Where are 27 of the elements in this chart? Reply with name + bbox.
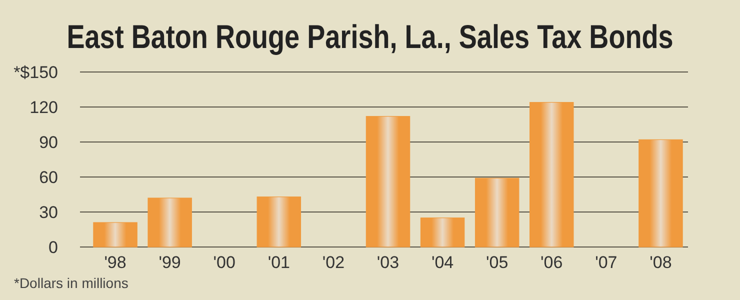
y-tick-label: 0 [48,238,58,257]
x-tick-label: '02 [322,253,345,272]
bar [93,222,138,248]
bar [530,102,574,248]
chart-title: East Baton Rouge Parish, La., Sales Tax Bonds [66,20,674,56]
x-tick-label: '01 [268,253,290,272]
x-tick-label: '03 [376,253,400,272]
text: *Dollars in millions [14,275,128,291]
bar [366,116,410,248]
y-tick-label: 30 [39,202,58,222]
y-tick-label: 120 [30,98,58,117]
x-tick-label: '98 [104,253,126,272]
y-tick-label: 90 [39,132,58,152]
x-tick-label: '04 [431,253,454,272]
bar [420,218,465,248]
x-tick-label: '05 [486,253,508,272]
x-tick-label: '06 [540,253,563,272]
x-tick-label: '07 [595,253,618,272]
y-tick-label: 60 [39,168,58,187]
bar [148,198,192,248]
x-tick-label: '00 [213,253,236,272]
x-tick-label: '99 [158,253,181,272]
x-tick-label: '08 [650,253,672,272]
bar [638,139,683,248]
bar [256,196,302,248]
bar [474,178,520,248]
y-tick-label: *$150 [14,62,58,82]
